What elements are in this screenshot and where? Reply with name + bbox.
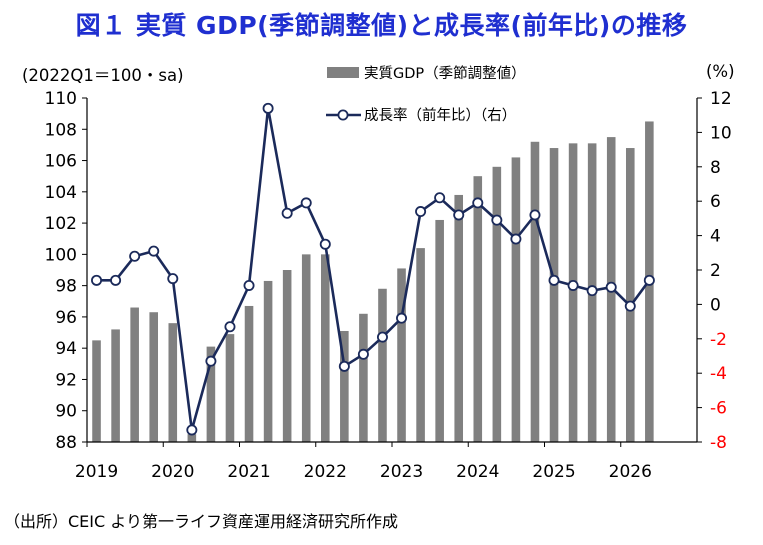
growth-point — [376, 331, 388, 343]
left-tick-label: 104 — [45, 183, 77, 203]
growth-point — [148, 245, 160, 257]
growth-point — [396, 312, 408, 324]
growth-point — [281, 207, 293, 219]
right-tick-label: -6 — [710, 399, 727, 419]
growth-point — [491, 214, 503, 226]
gdp-bar — [225, 334, 235, 442]
right-tick-label: 4 — [710, 227, 721, 247]
growth-point — [605, 281, 617, 293]
right-tick-label: 6 — [710, 192, 721, 212]
growth-point — [110, 274, 122, 286]
gdp-bar — [511, 157, 521, 442]
growth-point — [529, 209, 541, 221]
growth-point — [186, 424, 198, 436]
right-tick-label: 0 — [710, 295, 721, 315]
right-tick-label: 2 — [710, 261, 721, 281]
gdp-bar — [378, 288, 387, 442]
x-tick-label: 2021 — [227, 462, 270, 482]
growth-point — [624, 300, 636, 312]
right-tick-label: 12 — [710, 89, 732, 109]
growth-point — [319, 238, 331, 250]
left-tick-label: 94 — [55, 339, 77, 359]
left-tick-label: 102 — [45, 214, 77, 234]
growth-point — [91, 274, 103, 286]
x-tick-label: 2026 — [609, 462, 652, 482]
x-tick-label: 2024 — [456, 462, 499, 482]
left-tick-label: 88 — [55, 433, 77, 453]
gdp-bar — [206, 346, 216, 442]
growth-point — [338, 360, 350, 372]
growth-point — [300, 197, 312, 209]
growth-point — [243, 279, 255, 291]
growth-point — [643, 274, 655, 286]
gdp-bar — [168, 323, 178, 442]
x-tick-label: 2020 — [151, 462, 194, 482]
x-tick-label: 2022 — [304, 462, 347, 482]
gdp-bar — [549, 148, 559, 442]
gdp-bar — [320, 254, 330, 442]
x-tick-label: 2019 — [75, 462, 118, 482]
gdp-bar — [397, 268, 406, 442]
x-tick-label: 2023 — [380, 462, 423, 482]
legend-line-marker — [337, 109, 349, 121]
growth-line — [96, 107, 651, 432]
right-tick-label: -4 — [710, 364, 727, 384]
right-tick-label: 8 — [710, 158, 721, 178]
gdp-bar — [530, 141, 540, 443]
gdp-bar — [492, 166, 502, 443]
growth-point — [586, 285, 598, 297]
gdp-bar — [149, 312, 159, 442]
chart-title: 図１ 実質 GDP(季節調整値)と成長率(前年比)の推移 — [75, 11, 688, 40]
growth-point — [567, 279, 579, 291]
left-tick-label: 98 — [55, 277, 77, 297]
gdp-bar — [244, 305, 254, 442]
left-tick-label: 92 — [55, 370, 77, 390]
gdp-bar — [568, 143, 578, 442]
growth-point — [510, 233, 522, 245]
legend-bar-swatch — [327, 67, 359, 78]
gdp-bar — [435, 219, 444, 442]
right-tick-label: 10 — [710, 123, 732, 143]
gdp-bar — [263, 280, 273, 442]
source-note: （出所）CEIC より第一ライフ資産運用経済研究所作成 — [4, 512, 398, 531]
left-tick-label: 110 — [45, 89, 77, 109]
left-tick-label: 106 — [45, 152, 77, 172]
growth-point — [434, 192, 446, 204]
gdp-bar — [473, 176, 483, 442]
gdp-bar — [416, 248, 425, 442]
growth-point — [224, 321, 236, 333]
gdp-bar — [92, 340, 101, 442]
growth-point — [167, 273, 179, 285]
gdp-bar — [187, 434, 197, 442]
left-axis-unit: (2022Q1＝100・sa) — [22, 66, 184, 85]
growth-point — [357, 348, 369, 360]
legend-bar-label: 実質GDP（季節調整値） — [364, 64, 526, 82]
right-tick-label: -2 — [710, 330, 727, 350]
gdp-bar — [625, 148, 635, 442]
gdp-bar — [282, 270, 292, 442]
right-tick-label: -8 — [710, 433, 727, 453]
left-tick-label: 108 — [45, 120, 77, 140]
left-tick-label: 96 — [55, 308, 77, 328]
gdp-bar — [111, 329, 120, 442]
growth-point — [415, 206, 427, 218]
gdp-bar — [130, 307, 139, 442]
right-axis-unit: (%) — [706, 62, 735, 81]
growth-point — [453, 209, 465, 221]
left-tick-label: 90 — [55, 402, 77, 422]
left-tick-label: 100 — [45, 245, 77, 265]
growth-point — [205, 355, 217, 367]
growth-point — [548, 274, 560, 286]
x-tick-label: 2025 — [532, 462, 575, 482]
gdp-bar — [340, 330, 349, 442]
legend-line-label: 成長率（前年比）（右） — [364, 107, 516, 124]
gdp-bar — [359, 313, 368, 442]
gdp-bar — [454, 194, 464, 442]
growth-point — [262, 102, 274, 114]
gdp-bar — [301, 254, 311, 442]
growth-point — [129, 250, 141, 262]
growth-point — [472, 197, 484, 209]
